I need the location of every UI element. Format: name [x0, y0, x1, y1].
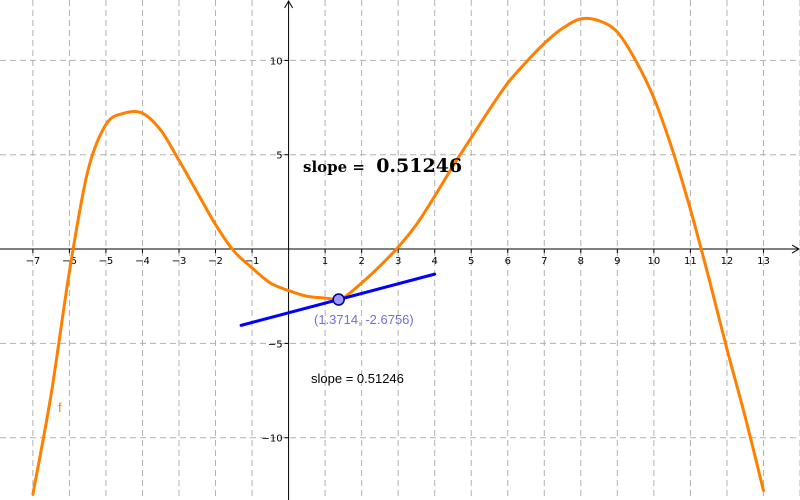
- x-tick-label: 10: [648, 256, 661, 267]
- x-tick-label: −3: [172, 256, 187, 267]
- slope-caption-small: slope = 0.51246: [311, 371, 404, 386]
- x-tick-label: −4: [135, 256, 150, 267]
- tangent-point-label: (1.3714, -2.6756): [314, 312, 414, 327]
- function-label-f: f: [58, 400, 62, 415]
- slope-caption-large: slope = 0.51246: [303, 155, 462, 177]
- x-tick-label: 6: [505, 256, 511, 267]
- x-tick-label: 2: [358, 256, 364, 267]
- x-axis-arrow-icon: [791, 244, 800, 254]
- x-tick-label: 5: [468, 256, 474, 267]
- slope-caption-large-value: 0.51246: [376, 155, 462, 177]
- tangent-point[interactable]: [332, 293, 345, 306]
- slope-caption-large-prefix: slope =: [303, 158, 370, 176]
- y-tick-label: 10: [270, 56, 283, 67]
- x-tick-label: 4: [432, 256, 438, 267]
- x-tick-label: 9: [614, 256, 620, 267]
- function-curve-f[interactable]: [31, 16, 765, 496]
- x-tick-label: −6: [62, 256, 77, 267]
- x-tick-label: −1: [245, 256, 260, 267]
- y-tick-label: 5: [276, 151, 282, 162]
- y-tick-label: −10: [261, 434, 282, 445]
- x-tick-label: 13: [757, 256, 770, 267]
- y-tick-label: −5: [268, 339, 283, 350]
- y-axis-arrow-icon: [284, 0, 294, 9]
- x-tick-label: −2: [208, 256, 223, 267]
- x-tick-label: 12: [721, 256, 734, 267]
- x-tick-label: −5: [99, 256, 114, 267]
- x-tick-label: 8: [578, 256, 584, 267]
- x-tick-label: −7: [26, 256, 41, 267]
- x-tick-label: 3: [395, 256, 401, 267]
- x-tick-label: 1: [322, 256, 328, 267]
- x-tick-label: 11: [684, 256, 697, 267]
- x-tick-label: 7: [541, 256, 547, 267]
